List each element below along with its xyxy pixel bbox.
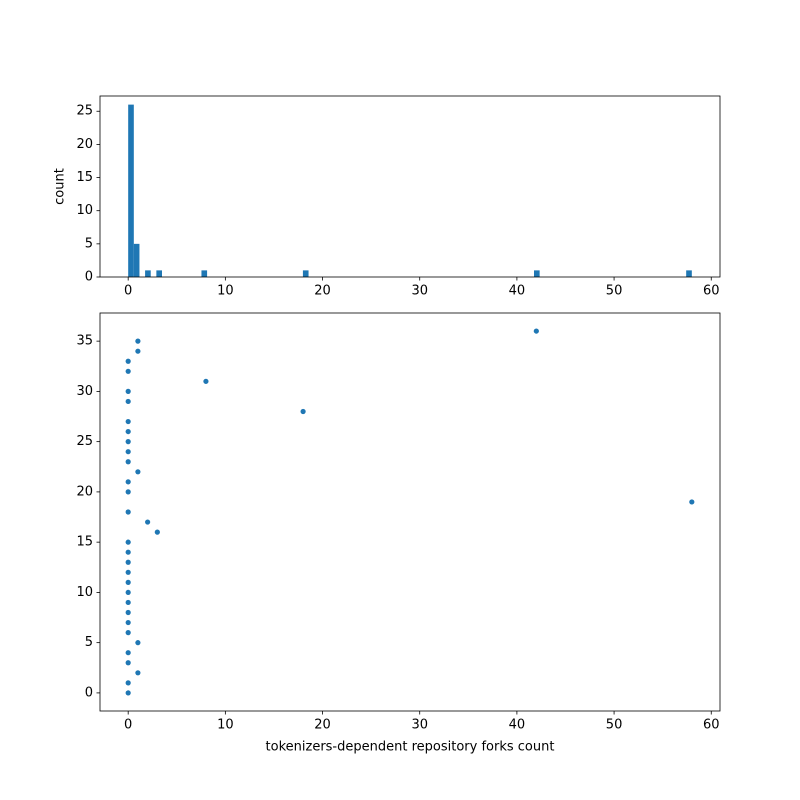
point [125,599,131,606]
point [125,559,131,565]
point [125,549,131,555]
point [135,469,141,475]
y-tick-label: 20 [76,137,93,152]
point [125,609,131,616]
point [125,449,131,455]
point [125,660,131,666]
x-tick-label: 60 [703,718,720,733]
point [125,569,131,575]
point [533,328,539,334]
y-tick-label: 25 [76,104,93,119]
point [125,619,131,626]
point [125,630,131,636]
point [125,398,131,405]
bar [156,270,162,277]
point [125,428,131,435]
point [203,378,209,384]
point [689,499,695,505]
point [125,459,131,465]
x-tick-label: 10 [217,718,234,733]
point [154,529,160,535]
point [125,489,131,495]
point [125,680,131,686]
y-tick-label: 35 [76,334,93,349]
x-tick-label: 0 [124,718,132,733]
y-tick-label: 20 [76,484,93,499]
x-tick-label: 30 [411,284,428,299]
point [125,479,131,485]
y-tick-label: 30 [76,384,93,399]
point [125,690,131,696]
x-tick-label: 30 [411,718,428,733]
y-tick-label: 15 [76,535,93,550]
y-tick-label: 5 [85,236,93,251]
bar [133,243,140,277]
bar [201,270,208,277]
axes-frame [99,95,721,278]
point [125,368,131,374]
point [135,348,141,354]
x-tick-label: 60 [703,284,720,299]
point [125,509,131,515]
y-tick-label: 10 [76,203,93,218]
x-tick-label: 40 [509,718,526,733]
y-tick-label: 15 [76,170,93,185]
y-axis-label: count [53,168,68,205]
point [135,670,141,676]
point [135,338,141,344]
x-tick-label: 10 [217,284,234,299]
x-tick-label: 0 [124,284,132,299]
point [125,358,131,364]
point [125,579,131,585]
y-tick-label: 10 [76,585,93,600]
point [300,408,306,415]
point [125,418,131,425]
y-tick-label: 0 [85,685,93,700]
bar [686,270,692,277]
x-tick-label: 20 [314,718,331,733]
bar [145,270,151,277]
x-tick-label: 50 [606,284,623,299]
x-tick-label: 50 [606,718,623,733]
x-tick-label: 40 [509,284,526,299]
bar [128,104,134,277]
y-tick-label: 0 [85,270,93,285]
y-tick-label: 5 [85,635,93,650]
x-tick-label: 20 [314,284,331,299]
point [125,650,131,656]
bar [302,270,309,277]
x-axis-label: tokenizers-dependent repository forks co… [266,740,555,755]
point [125,539,131,545]
point [145,519,151,525]
axes-frame [99,312,721,712]
point [125,388,131,394]
point [125,439,131,445]
point [135,640,141,646]
point [125,589,131,596]
bar [534,270,540,277]
y-tick-label: 25 [76,434,93,449]
